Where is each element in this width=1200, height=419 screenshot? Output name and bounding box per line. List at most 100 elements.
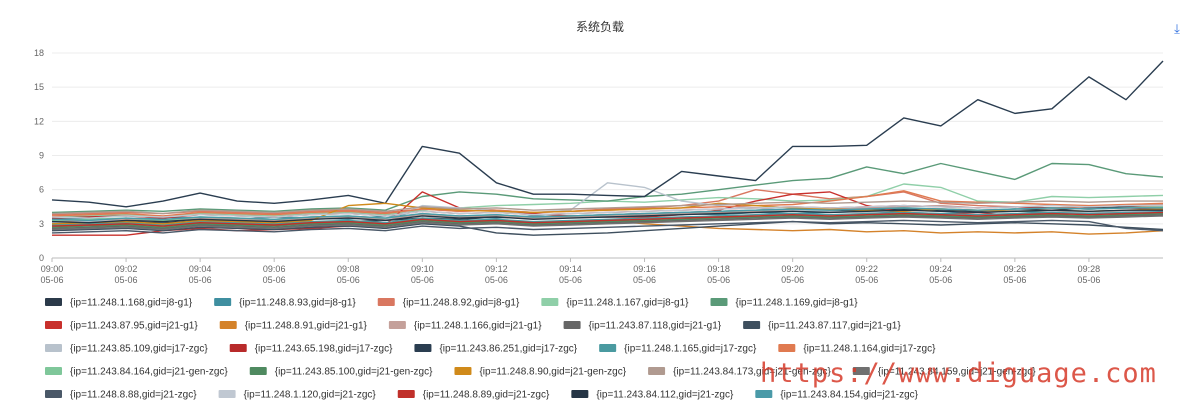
legend-swatch	[214, 298, 232, 306]
x-tick-date: 05-06	[781, 275, 804, 285]
legend-swatch	[743, 321, 761, 329]
series-line-4	[51, 162, 1164, 214]
legend-swatch	[599, 344, 617, 352]
series-line-22	[51, 211, 1164, 227]
legend-label: {ip=11.243.84.112,gid=j21-zgc}	[596, 390, 734, 401]
legend-item[interactable]: {ip=11.248.8.89,gid=j21-zgc}	[397, 390, 550, 401]
legend-item[interactable]: {ip=11.248.1.120,gid=j21-zgc}	[218, 390, 377, 401]
legend-swatch	[571, 390, 589, 398]
legend-swatch	[414, 344, 432, 352]
legend-item[interactable]: {ip=11.248.8.92,gid=j8-g1}	[377, 298, 520, 309]
series-line-18	[51, 200, 1163, 215]
legend-item[interactable]: {ip=11.243.86.251,gid=j17-zgc}	[414, 344, 578, 355]
x-tick-time: 09:04	[189, 264, 212, 274]
legend-label: {ip=11.248.8.93,gid=j8-g1}	[239, 298, 356, 309]
series-line-9	[51, 220, 1164, 236]
legend-label: {ip=11.248.1.167,gid=j8-g1}	[566, 298, 689, 309]
series-line-19	[51, 215, 1164, 231]
y-tick-label: 9	[39, 151, 44, 161]
x-tick-time: 09:00	[41, 264, 64, 274]
legend-item[interactable]: {ip=11.243.84.164,gid=j21-gen-zgc}	[45, 367, 228, 378]
legend-item[interactable]: {ip=11.248.1.165,gid=j17-zgc}	[599, 344, 757, 355]
x-tick-time: 09:22	[855, 264, 878, 274]
x-tick-date: 05-06	[1077, 275, 1100, 285]
legend-swatch	[541, 298, 559, 306]
legend-swatch	[45, 298, 62, 306]
legend-label: {ip=11.243.84.159,gid=j21-gen-zgc}	[878, 367, 1036, 378]
download-arrow-icon: ⤓	[1174, 21, 1180, 36]
legend-item[interactable]: {ip=11.248.8.88,gid=j21-zgc}	[45, 390, 197, 401]
series-lines	[51, 60, 1164, 236]
y-tick-label: 15	[34, 82, 44, 92]
legend-label: {ip=11.248.1.168,gid=j8-g1}	[70, 298, 193, 309]
legend-swatch	[710, 298, 728, 306]
legend-item[interactable]: {ip=11.248.1.169,gid=j8-g1}	[710, 298, 859, 309]
legend-item[interactable]: {ip=11.248.1.166,gid=j21-g1}	[388, 321, 542, 332]
legend-swatch	[648, 367, 666, 375]
legend-swatch	[218, 390, 236, 398]
legend-item[interactable]: {ip=11.243.65.198,gid=j17-zgc}	[229, 344, 393, 355]
legend-swatch	[45, 390, 62, 398]
legend-label: {ip=11.248.8.91,gid=j21-g1}	[245, 321, 368, 332]
legend-label: {ip=11.248.1.165,gid=j17-zgc}	[624, 344, 757, 355]
legend-swatch	[45, 367, 62, 375]
legend-item[interactable]: {ip=11.248.8.93,gid=j8-g1}	[214, 298, 356, 309]
legend-label: {ip=11.248.8.92,gid=j8-g1}	[403, 298, 520, 309]
legend-item[interactable]: {ip=11.248.8.90,gid=j21-gen-zgc}	[454, 367, 627, 378]
legend-item[interactable]: {ip=11.243.85.100,gid=j21-gen-zgc}	[249, 367, 433, 378]
legend-item[interactable]: {ip=11.243.84.159,gid=j21-gen-zgc}	[852, 367, 1036, 378]
legend-label: {ip=11.243.84.164,gid=j21-gen-zgc}	[70, 367, 228, 378]
legend-swatch	[388, 321, 406, 329]
series-line-13	[51, 211, 1163, 226]
x-tick-date: 05-06	[189, 275, 212, 285]
legend-swatch	[852, 367, 870, 375]
x-tick-date: 05-06	[1003, 275, 1026, 285]
y-tick-label: 18	[34, 48, 44, 58]
x-tick-time: 09:18	[707, 264, 730, 274]
download-button[interactable]: ⤓	[1174, 21, 1180, 36]
legend-swatch	[229, 344, 247, 352]
legend-swatch	[45, 321, 62, 329]
legend-item[interactable]: {ip=11.243.85.109,gid=j17-zgc}	[45, 344, 208, 355]
x-tick-date: 05-06	[115, 275, 138, 285]
legend-label: {ip=11.248.1.164,gid=j17-zgc}	[803, 344, 936, 355]
legend-item[interactable]: {ip=11.248.8.91,gid=j21-g1}	[219, 321, 368, 332]
series-line-21	[51, 204, 1163, 219]
y-tick-label: 3	[39, 219, 44, 229]
legend-item[interactable]: {ip=11.243.84.154,gid=j21-zgc}	[755, 390, 919, 401]
x-tick-time: 09:06	[263, 264, 286, 274]
legend-label: {ip=11.248.8.90,gid=j21-gen-zgc}	[479, 367, 626, 378]
legend-swatch	[249, 367, 267, 375]
x-tick-date: 05-06	[929, 275, 952, 285]
x-tick-date: 05-06	[411, 275, 434, 285]
x-tick-time: 09:14	[559, 264, 582, 274]
legend-label: {ip=11.248.1.166,gid=j21-g1}	[414, 321, 542, 332]
legend-item[interactable]: {ip=11.243.87.95,gid=j21-g1}	[45, 321, 198, 332]
legend-label: {ip=11.243.87.118,gid=j21-g1}	[589, 321, 722, 332]
legend-item[interactable]: {ip=11.248.1.167,gid=j8-g1}	[541, 298, 689, 309]
legend: {ip=11.248.1.168,gid=j8-g1} {ip=11.248.8.…	[45, 298, 1036, 401]
legend-label: {ip=11.243.85.100,gid=j21-gen-zgc}	[275, 367, 433, 378]
x-tick-date: 05-06	[855, 275, 878, 285]
legend-label: {ip=11.243.87.95,gid=j21-g1}	[70, 321, 198, 332]
legend-label: {ip=11.243.85.109,gid=j17-zgc}	[70, 344, 208, 355]
x-tick-time: 09:08	[337, 264, 360, 274]
legend-swatch	[377, 298, 395, 306]
legend-item[interactable]: {ip=11.243.87.118,gid=j21-g1}	[563, 321, 722, 332]
legend-label: {ip=11.243.84.154,gid=j21-zgc}	[780, 390, 918, 401]
y-tick-label: 0	[39, 253, 44, 263]
legend-swatch	[397, 390, 415, 398]
legend-label: {ip=11.248.8.88,gid=j21-zgc}	[70, 390, 197, 401]
y-axis: 0 3 6 9 12 15 18	[34, 48, 44, 263]
series-line-8	[51, 214, 1164, 230]
legend-item[interactable]: {ip=11.243.87.117,gid=j21-g1}	[743, 321, 901, 332]
legend-item[interactable]: {ip=11.243.84.112,gid=j21-zgc}	[571, 390, 734, 401]
series-line-20	[51, 219, 1164, 234]
legend-label: {ip=11.243.86.251,gid=j17-zgc}	[439, 344, 577, 355]
legend-item[interactable]: {ip=11.243.84.173,gid=j21-gen-zgc}	[648, 367, 831, 378]
legend-label: {ip=11.248.1.169,gid=j8-g1}	[736, 298, 859, 309]
legend-item[interactable]: {ip=11.248.1.168,gid=j8-g1}	[45, 298, 193, 309]
legend-item[interactable]: {ip=11.248.1.164,gid=j17-zgc}	[778, 344, 936, 355]
x-tick-date: 05-06	[337, 275, 360, 285]
